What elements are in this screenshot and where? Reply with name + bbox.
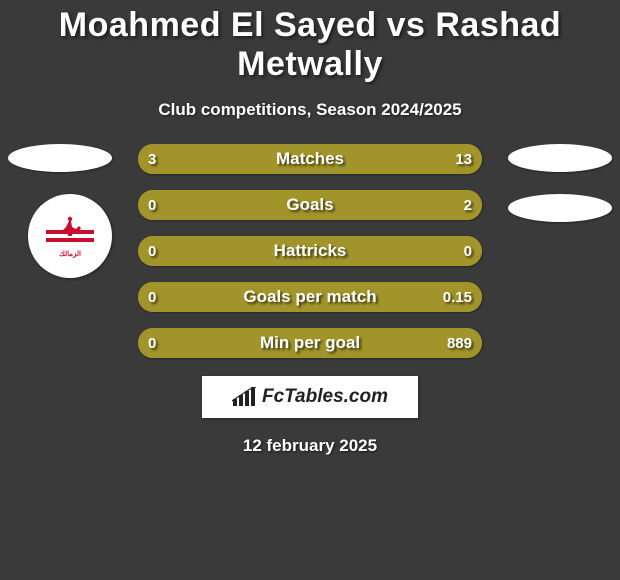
svg-text:الزمالك: الزمالك: [59, 250, 81, 258]
right-player-marker-1: [508, 144, 612, 172]
date-text: 12 february 2025: [0, 436, 620, 456]
stat-row: 00Hattricks: [138, 236, 482, 266]
branding-row: FcTables.com: [0, 376, 620, 418]
stat-bars: 313Matches 02Goals 00Hattricks 00.15Goals p…: [138, 144, 482, 374]
stat-label: Goals: [138, 190, 482, 220]
comparison-chart: الزمالك 313Matches 02Goals 00Hattricks 00.1…: [0, 144, 620, 364]
branding-text: FcTables.com: [262, 386, 388, 408]
left-player-marker: [8, 144, 112, 172]
right-player-marker-2: [508, 194, 612, 222]
stat-label: Hattricks: [138, 236, 482, 266]
stat-row: 02Goals: [138, 190, 482, 220]
page-title: Moahmed El Sayed vs Rashad Metwally: [0, 0, 620, 84]
stat-label: Goals per match: [138, 282, 482, 312]
bar-chart-icon: [232, 387, 256, 407]
subtitle: Club competitions, Season 2024/2025: [0, 100, 620, 120]
stat-row: 0889Min per goal: [138, 328, 482, 358]
branding-box: FcTables.com: [202, 376, 418, 418]
stat-row: 00.15Goals per match: [138, 282, 482, 312]
zamalek-logo-icon: الزمالك: [40, 206, 100, 266]
stat-row: 313Matches: [138, 144, 482, 174]
left-player-club-logo: الزمالك: [28, 194, 112, 278]
stat-label: Min per goal: [138, 328, 482, 358]
stat-label: Matches: [138, 144, 482, 174]
